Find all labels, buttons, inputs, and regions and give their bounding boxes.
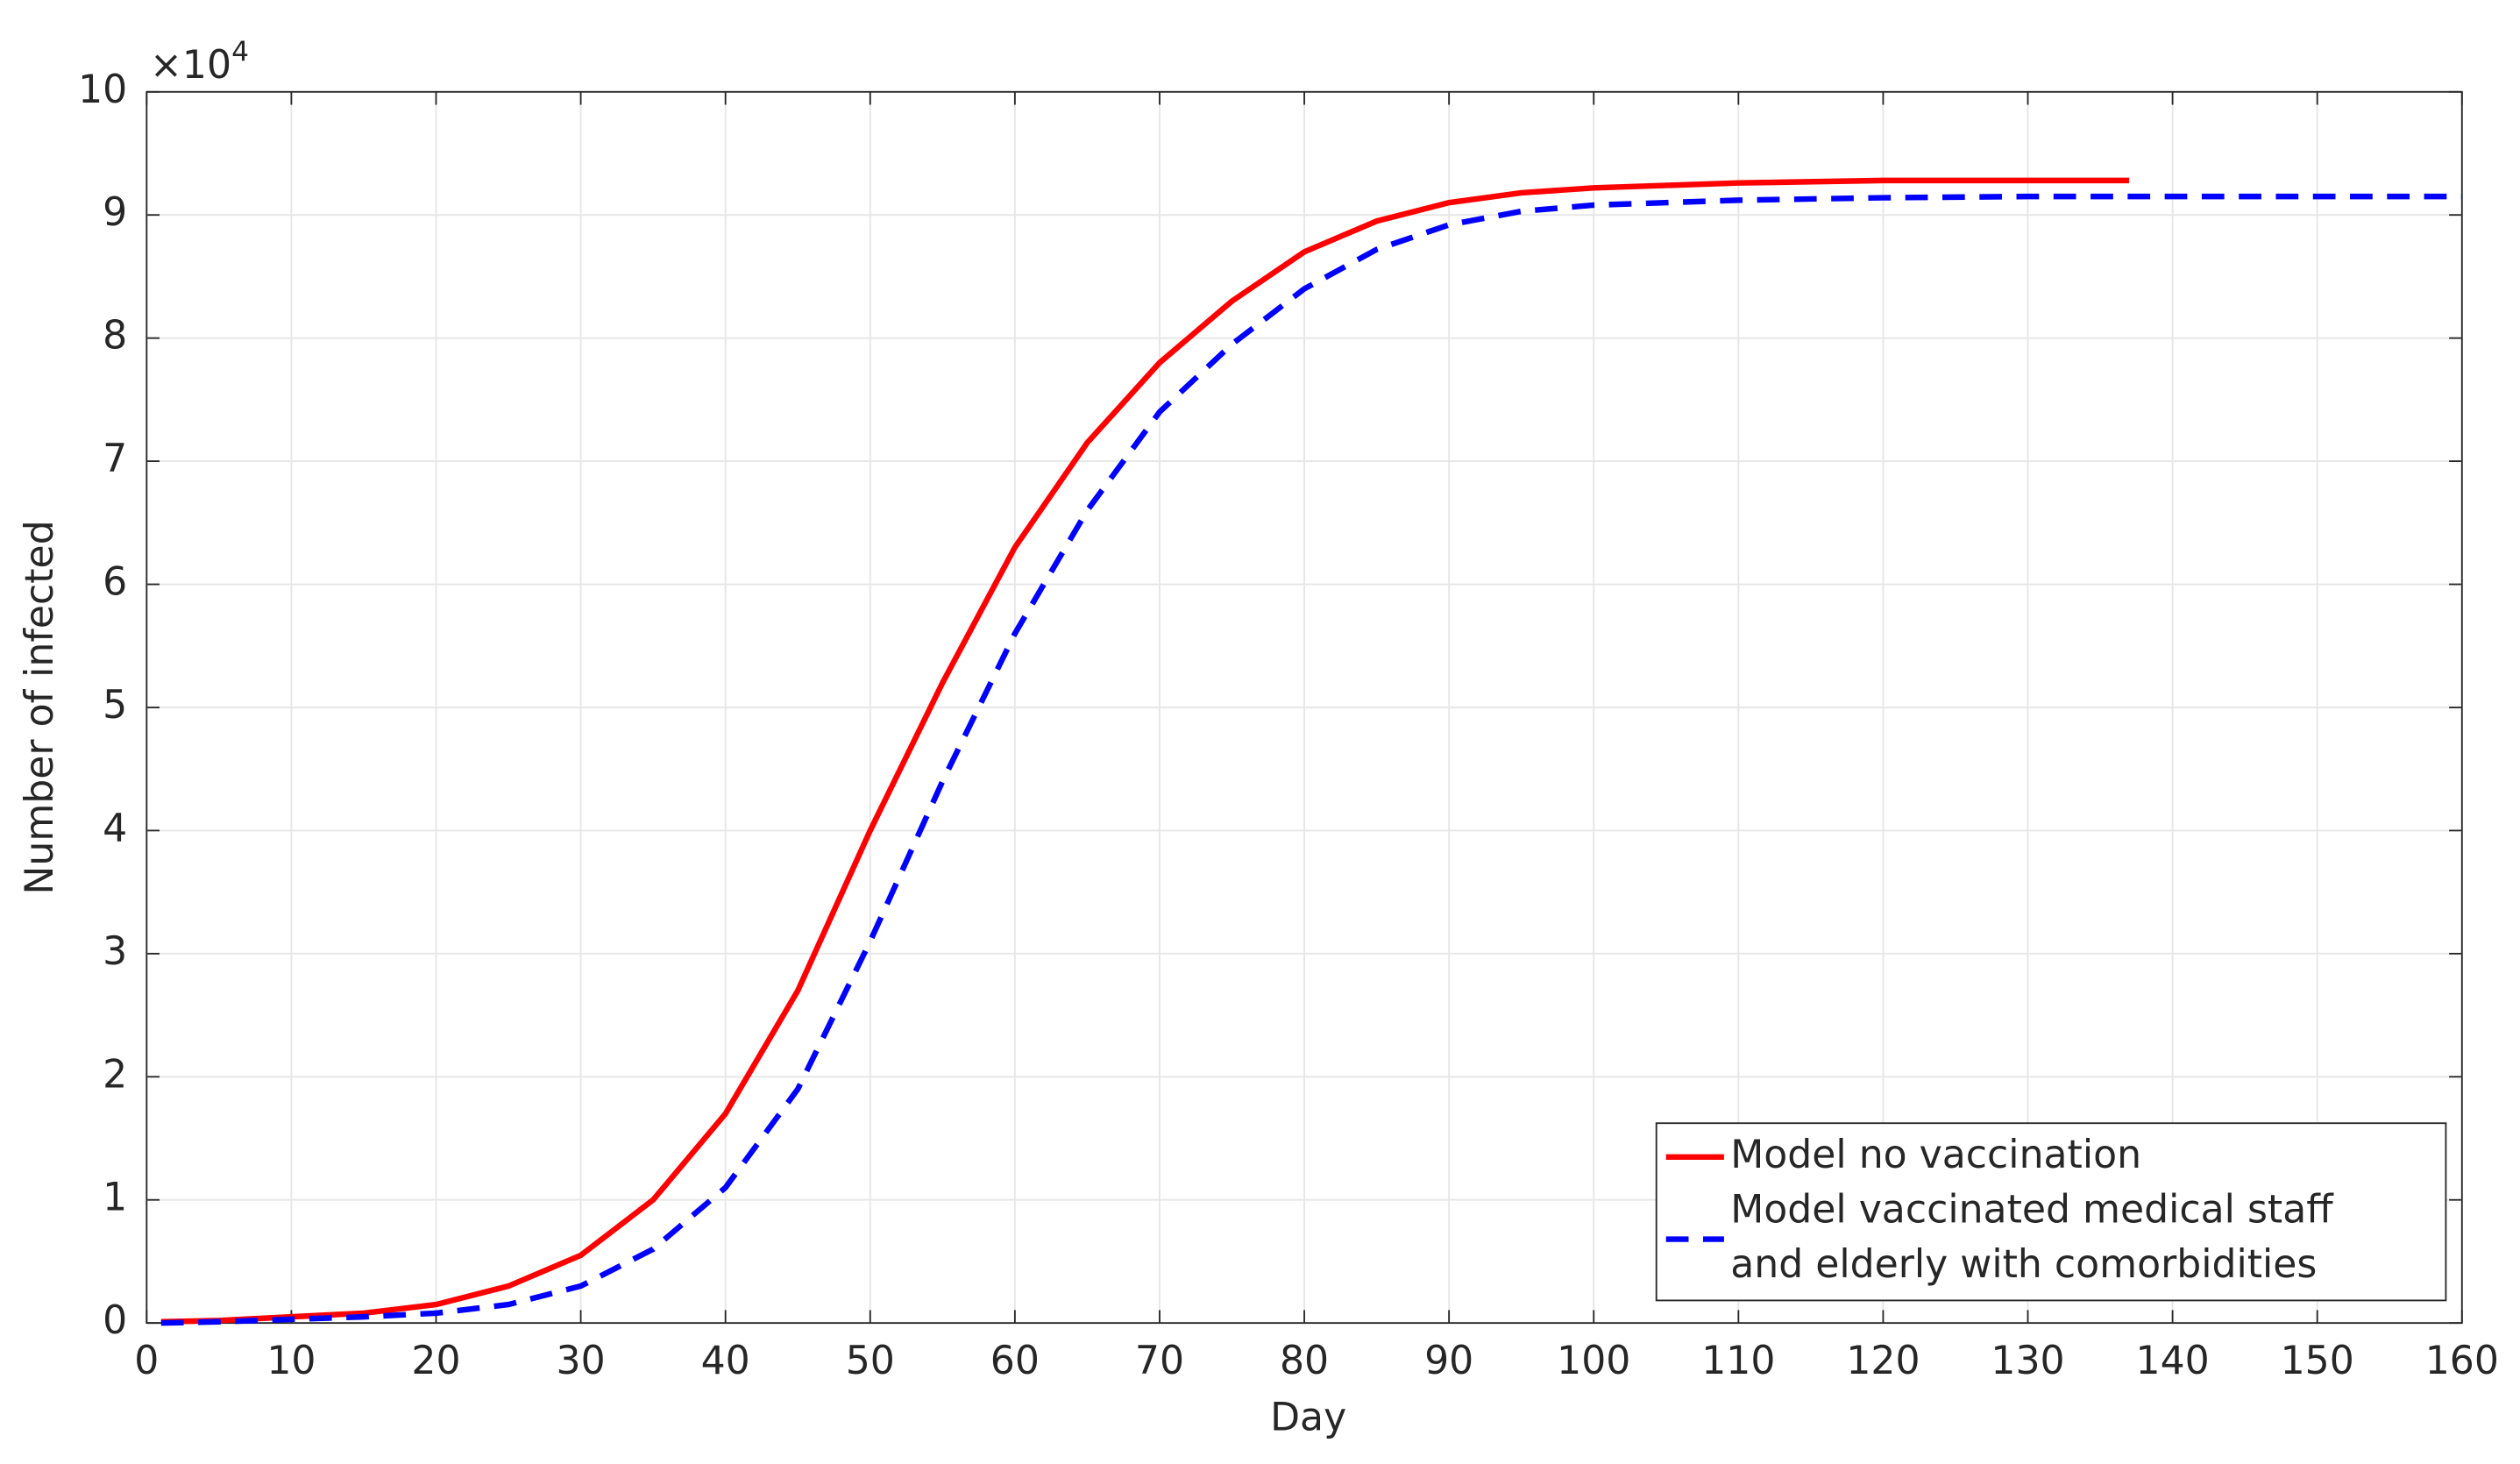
y-tick-label: 1 <box>103 1176 127 1220</box>
legend-label: Model vaccinated medical staff and elderl… <box>1730 1187 2334 1286</box>
x-tick-label: 120 <box>1846 1339 1920 1383</box>
y-tick-label: 0 <box>103 1298 127 1343</box>
y-tick-label: 5 <box>103 683 127 728</box>
y-tick-label: 2 <box>103 1052 127 1097</box>
x-tick-label: 60 <box>990 1339 1040 1383</box>
x-tick-label: 140 <box>2136 1339 2210 1383</box>
x-tick-label: 110 <box>1701 1339 1775 1383</box>
y-tick-label: 10 <box>78 68 127 112</box>
x-tick-label: 160 <box>2425 1339 2499 1383</box>
y-axis-label: Number of infected <box>18 520 62 894</box>
x-tick-label: 0 <box>134 1339 159 1383</box>
axes-box <box>146 90 2463 1325</box>
y-tick-label: 9 <box>103 190 127 235</box>
series-line <box>160 193 2462 1326</box>
x-tick-label: 150 <box>2281 1339 2354 1383</box>
series-line <box>160 177 2130 1325</box>
y-multiplier: ×104 <box>150 37 249 89</box>
y-multiplier-base: ×10 <box>150 43 231 88</box>
x-tick-label: 30 <box>557 1339 606 1383</box>
x-tick-label: 90 <box>1424 1339 1473 1383</box>
legend-label: Model no vaccination <box>1730 1133 2141 1177</box>
x-axis-label: Day <box>1270 1395 1346 1439</box>
x-tick-label: 40 <box>701 1339 750 1383</box>
x-tick-label: 50 <box>846 1339 895 1383</box>
y-tick-label: 8 <box>103 314 127 359</box>
x-tick-label: 100 <box>1557 1339 1630 1383</box>
y-tick-label: 7 <box>103 437 127 481</box>
y-tick-label: 3 <box>103 929 127 974</box>
x-tick-label: 20 <box>411 1339 460 1383</box>
legend: Model no vaccination Model vaccinated med… <box>1655 1122 2447 1302</box>
x-tick-label: 80 <box>1280 1339 1329 1383</box>
x-tick-label: 10 <box>266 1339 316 1383</box>
x-tick-label: 70 <box>1135 1339 1184 1383</box>
y-multiplier-exponent: 4 <box>231 37 249 68</box>
y-tick-label: 4 <box>103 806 127 850</box>
legend-box <box>1655 1122 2447 1302</box>
x-tick-label: 130 <box>1991 1339 2064 1383</box>
y-tick-label: 6 <box>103 560 127 605</box>
